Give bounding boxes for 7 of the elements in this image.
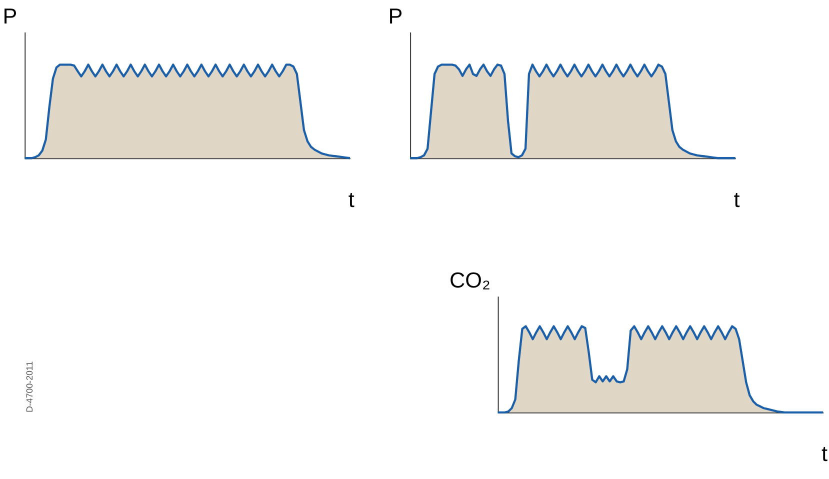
x-axis-title: t [821,441,828,466]
y-axis-title: P [388,4,403,29]
y-axis-title: CO₂ [449,268,490,293]
text: D-4700-2011 [24,361,35,412]
y-axis-title: P [2,4,18,29]
x-axis-title: t [734,186,740,212]
x-axis-title: t [348,186,354,212]
